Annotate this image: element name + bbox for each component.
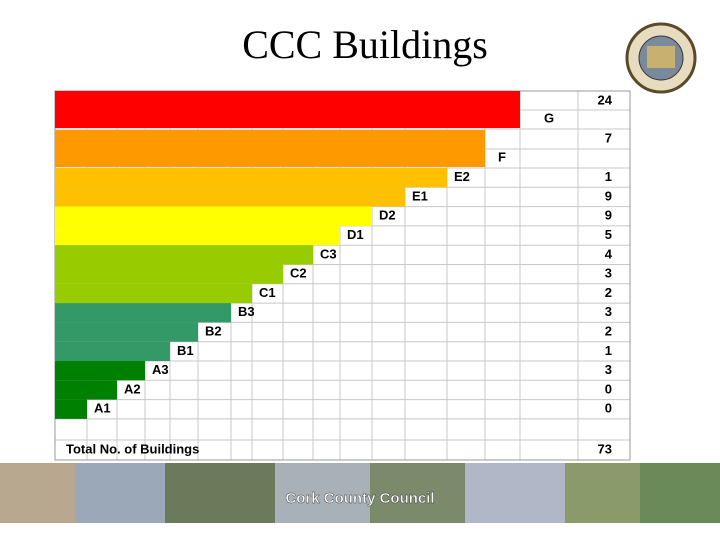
rating-count: 3: [605, 304, 612, 319]
rating-label: E1: [412, 188, 428, 203]
rating-count: 2: [605, 285, 612, 300]
rating-bar: [55, 361, 145, 381]
rating-label: C1: [259, 285, 276, 300]
rating-label: C2: [290, 266, 307, 281]
total-count: 73: [598, 441, 612, 456]
rating-bar: [55, 303, 231, 323]
rating-count: 1: [605, 169, 612, 184]
rating-bar: [55, 380, 117, 400]
rating-bar: [55, 322, 198, 342]
rating-count: 9: [605, 188, 612, 203]
rating-bar: [55, 187, 405, 207]
rating-count: 0: [605, 381, 612, 396]
rating-count: 24: [598, 92, 613, 107]
total-label: Total No. of Buildings: [66, 441, 199, 456]
rating-bar: [55, 264, 283, 284]
rating-bar: [55, 341, 170, 361]
rating-rows: G 24 F 7 E2 1 E1 9 D2 9 D1 5 C3 4 C2 3 C1 2 B3 3 B2 2 B1 1 A3 3 A2…: [55, 91, 613, 456]
rating-label: D2: [379, 208, 396, 223]
footer-text: Cork County Council: [285, 490, 434, 507]
rating-count: 5: [605, 227, 612, 242]
rating-count: 1: [605, 343, 612, 358]
rating-count: 3: [605, 266, 612, 281]
rating-label: F: [498, 149, 506, 164]
rating-bar: [55, 168, 447, 188]
rating-label: A1: [94, 401, 111, 416]
slide-title: CCC Buildings: [242, 22, 488, 67]
rating-label: G: [544, 110, 554, 125]
rating-bar: [55, 91, 520, 128]
rating-bar: [55, 206, 372, 226]
rating-bar: [55, 245, 313, 265]
rating-count: 3: [605, 362, 612, 377]
rating-label: B2: [205, 323, 222, 338]
rating-bar: [55, 225, 340, 246]
rating-count: 7: [605, 130, 612, 145]
rating-label: A3: [152, 362, 169, 377]
rating-count: 4: [605, 246, 613, 261]
rating-label: E2: [454, 169, 470, 184]
rating-label: B1: [177, 343, 194, 358]
rating-count: 2: [605, 323, 612, 338]
rating-label: C3: [320, 246, 337, 261]
rating-label: B3: [238, 304, 255, 319]
rating-bar: [55, 399, 87, 419]
rating-label: A2: [124, 381, 141, 396]
rating-label: D1: [347, 227, 364, 242]
rating-bar: [55, 283, 252, 304]
logo: [625, 22, 697, 94]
rating-count: 0: [605, 401, 612, 416]
photo-strip: Cork County Council: [0, 463, 720, 523]
rating-bar: [55, 130, 485, 167]
rating-count: 9: [605, 208, 612, 223]
